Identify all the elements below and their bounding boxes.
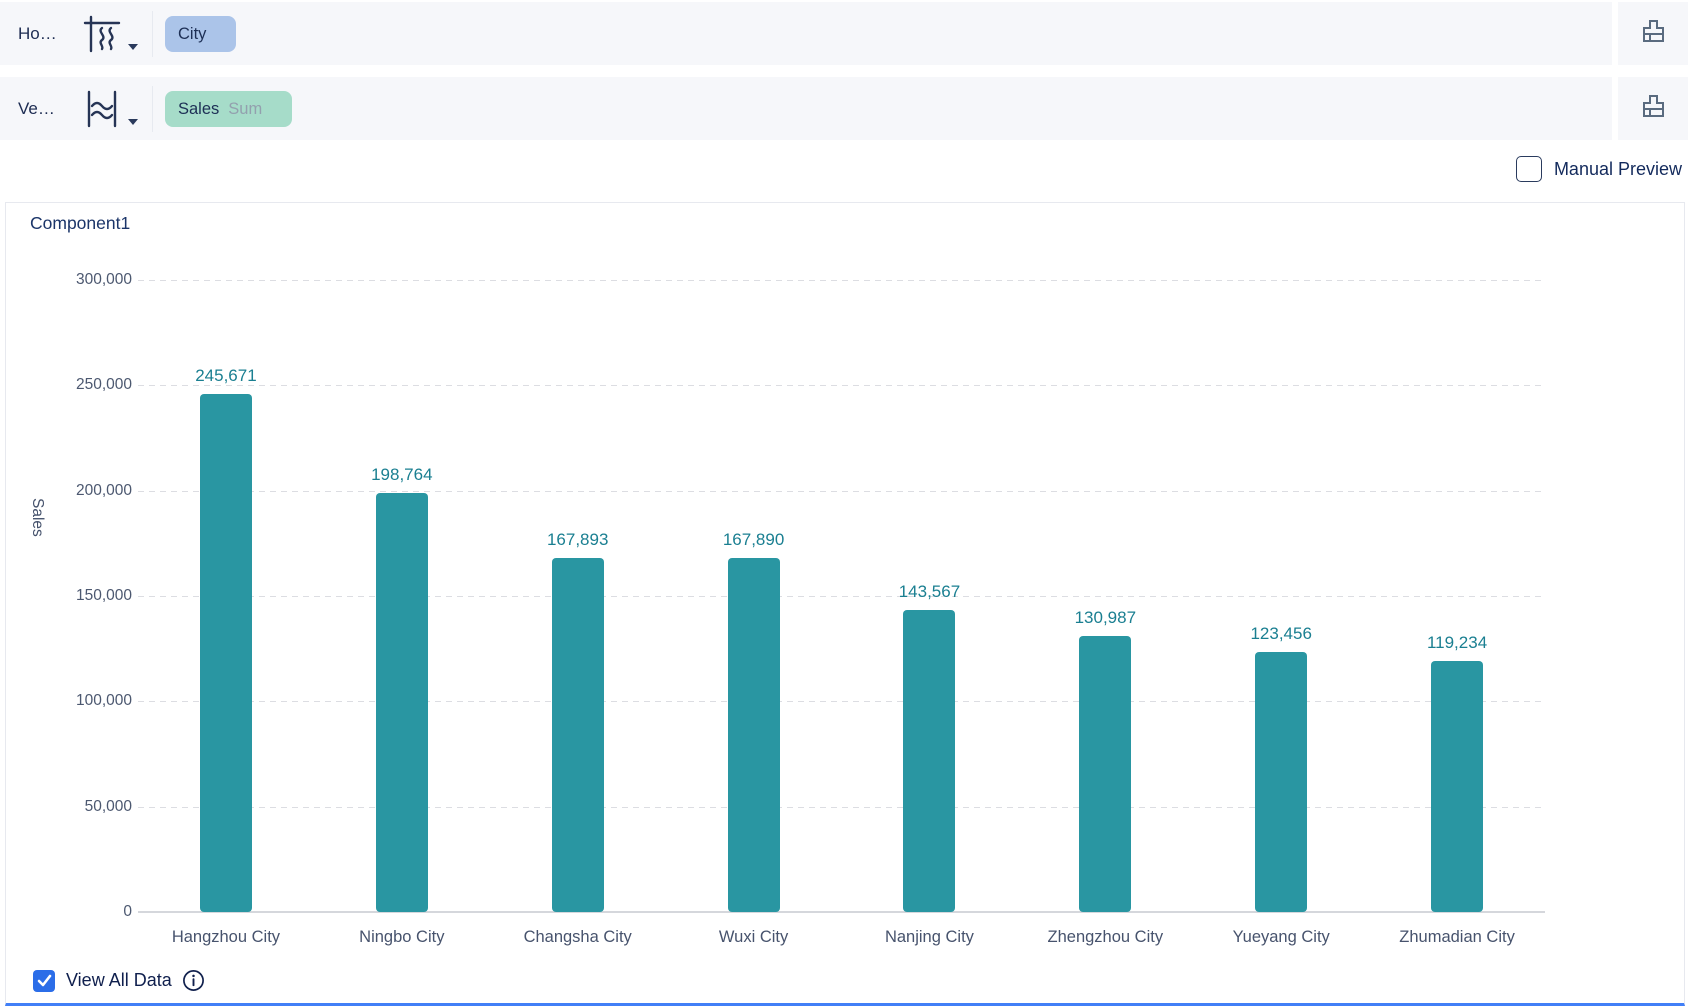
- y-tick-label: 250,000: [75, 376, 132, 394]
- bar-value-label: 123,456: [1250, 623, 1312, 643]
- field-pill-city[interactable]: City: [165, 15, 237, 52]
- brush-icon: [1636, 89, 1670, 128]
- field-pill-sales-label: Sales: [178, 99, 220, 118]
- bar-value-label: 167,890: [722, 530, 785, 550]
- bar-ningbo-city[interactable]: [375, 493, 428, 912]
- x-category-label: Zhengzhou City: [1047, 928, 1164, 946]
- horizontal-axis-type-button[interactable]: [82, 14, 138, 54]
- x-category-label: Ningbo City: [359, 928, 445, 946]
- vertical-shelf-label: Ve…: [18, 98, 55, 118]
- y-tick-label: 200,000: [75, 481, 132, 499]
- chevron-down-icon: [128, 43, 138, 50]
- y-axis-title: Sales: [29, 498, 46, 537]
- x-category-label: Zhumadian City: [1399, 928, 1515, 946]
- vertical-shelf: Ve… Sales Sum: [0, 77, 1612, 140]
- vertical-format-cell: [1618, 77, 1688, 140]
- bar-hangzhou-city[interactable]: [199, 394, 252, 912]
- y-tick-label: 0: [123, 903, 132, 920]
- horizontal-shelf-label: Ho…: [18, 23, 57, 43]
- format-brush-button[interactable]: [1633, 14, 1673, 54]
- bar-value-label: 245,671: [195, 366, 257, 386]
- shelf-divider: [152, 85, 153, 132]
- horizontal-shelf-row: Ho… City: [0, 2, 1688, 65]
- bar-value-label: 130,987: [1074, 608, 1137, 628]
- field-pill-aggregation: Sum: [228, 99, 263, 118]
- gridline: [138, 596, 1545, 597]
- gridline: [138, 806, 1545, 808]
- format-brush-button[interactable]: [1633, 89, 1673, 129]
- gridline: [138, 385, 1545, 387]
- bar-yueyang-city[interactable]: [1255, 651, 1308, 912]
- bar-value-label: 167,893: [546, 530, 609, 550]
- bar-value-label: 119,234: [1426, 632, 1488, 652]
- vertical-shelf-row: Ve… Sales Sum: [0, 77, 1688, 140]
- y-tick-label: 50,000: [84, 797, 132, 815]
- checkmark-icon: [37, 974, 51, 987]
- x-axis-line: [138, 911, 1545, 913]
- y-tick-label: 100,000: [75, 692, 132, 710]
- horizontal-shelf: Ho… City: [0, 2, 1612, 65]
- field-pill-city-label: City: [178, 24, 207, 43]
- bar-zhumadian-city[interactable]: [1431, 660, 1484, 912]
- horizontal-axis-icon: [82, 14, 122, 54]
- shelf-divider: [152, 10, 153, 57]
- view-all-data-label[interactable]: View All Data: [66, 970, 172, 990]
- x-category-label: Changsha City: [523, 928, 632, 946]
- y-tick-label: 300,000: [75, 271, 132, 288]
- y-tick-label: 150,000: [75, 587, 132, 604]
- x-category-label: Hangzhou City: [171, 928, 281, 946]
- bar-wuxi-city[interactable]: [727, 558, 780, 912]
- horizontal-format-cell: [1618, 2, 1688, 65]
- field-pill-sales[interactable]: Sales Sum: [165, 90, 293, 127]
- bar-changsha-city[interactable]: [551, 558, 604, 912]
- gridline: [138, 490, 1545, 492]
- vertical-axis-icon: [82, 89, 122, 129]
- manual-preview-checkbox[interactable]: [1515, 156, 1542, 182]
- bar-zhengzhou-city[interactable]: [1079, 636, 1132, 912]
- gridline: [138, 701, 1545, 703]
- preview-bar: Manual Preview: [1515, 156, 1682, 182]
- bar-nanjing-city[interactable]: [903, 609, 956, 912]
- view-all-data-checkbox[interactable]: [33, 969, 55, 992]
- info-icon[interactable]: [182, 969, 205, 992]
- chevron-down-icon: [128, 118, 138, 125]
- bar-value-label: 143,567: [898, 581, 961, 601]
- chart-component-panel[interactable]: Component1 Sales View All Data 0 50,000 10…: [5, 202, 1685, 1006]
- view-all-data-control: View All Data: [33, 969, 205, 992]
- vertical-axis-type-button[interactable]: [82, 89, 138, 129]
- gridline: [138, 280, 1545, 281]
- chart-title: Component1: [30, 213, 131, 233]
- x-category-label: Yueyang City: [1232, 928, 1330, 946]
- bar-value-label: 198,764: [371, 465, 433, 485]
- x-category-label: Nanjing City: [884, 928, 974, 946]
- manual-preview-label[interactable]: Manual Preview: [1553, 158, 1682, 179]
- x-category-label: Wuxi City: [718, 928, 789, 946]
- brush-icon: [1636, 14, 1670, 53]
